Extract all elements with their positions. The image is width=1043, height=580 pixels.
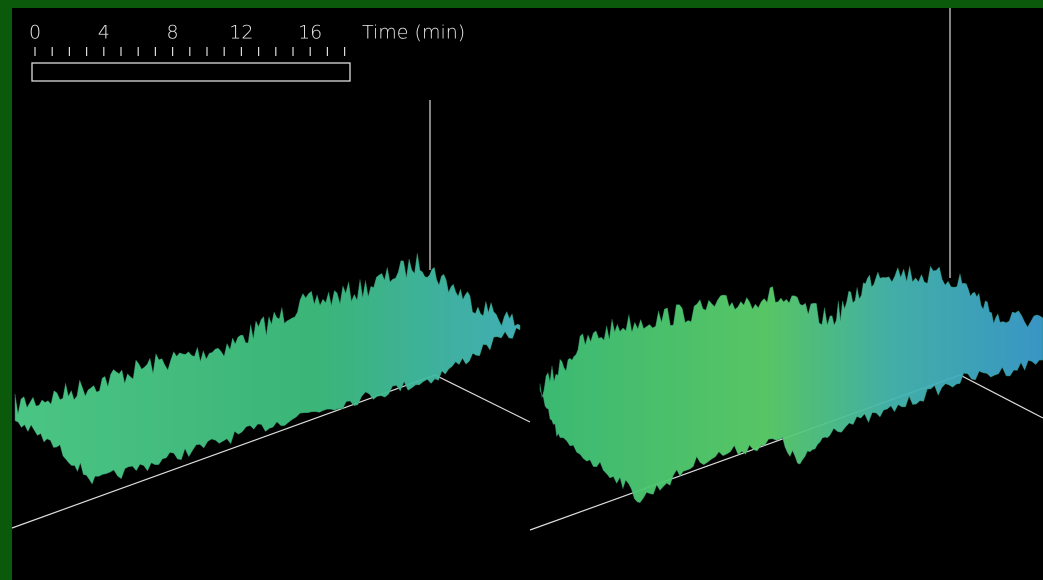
tick-label: 8 xyxy=(167,22,179,44)
tick-label: 12 xyxy=(229,22,253,44)
tick-label: 4 xyxy=(98,22,110,44)
tick-label: 0 xyxy=(29,22,41,44)
tick-label: 16 xyxy=(298,22,322,44)
scale-label: Time (min) xyxy=(362,22,465,44)
page: Time (min) 0481216 (() => { const data =… xyxy=(0,0,1043,580)
screen: Time (min) 0 4 8 12 16 xyxy=(0,0,1043,580)
